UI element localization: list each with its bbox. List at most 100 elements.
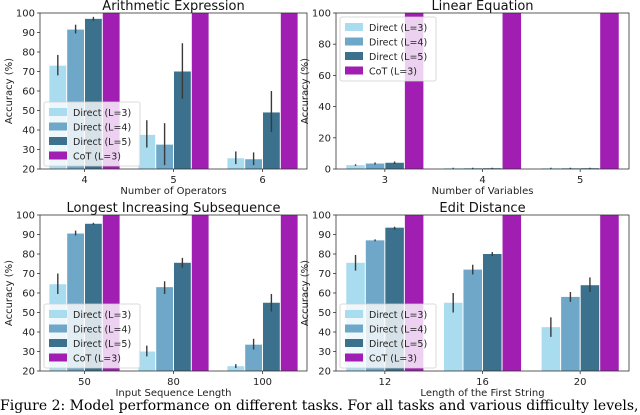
y-tick-label: 30: [318, 347, 331, 358]
legend-swatch: [49, 122, 67, 131]
legend-label: Direct (L=5): [369, 52, 427, 63]
plot-frame: [39, 12, 308, 170]
chart-title: Linear Equation: [431, 0, 533, 14]
bar-l4: [463, 269, 482, 371]
bar-l5: [174, 262, 191, 371]
y-tick-label: 60: [22, 289, 35, 300]
y-tick-label: 90: [22, 28, 35, 39]
bar-cot: [502, 215, 522, 371]
plot-frame: [335, 214, 630, 372]
legend-swatch: [49, 339, 67, 347]
legend-label: CoT (L=3): [369, 354, 417, 365]
chart-panel-4: Edit Distance 20 30 40 50 60 70 80 90 100 Accuracy…: [300, 201, 630, 399]
bar-cot: [280, 215, 298, 371]
x-tick-label: 5: [577, 175, 583, 186]
bar-l5: [385, 162, 404, 169]
legend: Direct (L=3) Direct (L=4) Direct (L=5) CoT …: [43, 303, 141, 369]
y-tick-label: 80: [318, 40, 331, 51]
bar-l3: [227, 366, 245, 371]
x-tick-label: 5: [170, 175, 176, 186]
legend-box: [43, 101, 141, 167]
y-tick-label: 60: [22, 87, 35, 98]
x-tick-label: 4: [479, 175, 485, 186]
legend-swatch: [345, 310, 363, 318]
legend-swatch: [345, 66, 363, 75]
legend: Direct (L=3) Direct (L=4) Direct (L=5) CoT …: [43, 101, 141, 167]
legend-swatch: [49, 324, 67, 333]
legend-swatch: [49, 151, 67, 160]
legend-label: Direct (L=4): [369, 38, 427, 49]
x-tick-label: 12: [378, 377, 391, 388]
y-tick-label: 40: [22, 126, 35, 137]
y-tick-label: 70: [22, 67, 35, 78]
y-tick-label: 20: [22, 367, 35, 378]
legend-label: Direct (L=5): [73, 339, 131, 350]
y-tick-label: 70: [22, 269, 35, 280]
legend-swatch: [345, 324, 363, 333]
bar-l3: [346, 165, 365, 169]
bar-l5: [174, 71, 191, 169]
legend-label: Direct (L=3): [73, 310, 131, 321]
legend-swatch: [49, 137, 67, 145]
legend-box: [339, 303, 437, 369]
legend-label: Direct (L=3): [73, 108, 131, 119]
y-tick-label: 50: [318, 308, 331, 319]
chart-title: Arithmetic Expression: [102, 0, 244, 14]
y-tick-label: 20: [318, 367, 331, 378]
figure-caption: Figure 2: Model performance on different…: [0, 398, 640, 414]
legend-label: Direct (L=4): [73, 123, 131, 134]
y-tick-label: 100: [16, 211, 35, 222]
legend-swatch: [49, 353, 67, 362]
bar-l4: [561, 296, 580, 371]
bar-l5: [263, 112, 280, 169]
y-tick-label: 60: [318, 289, 331, 300]
x-tick-label: 16: [476, 377, 489, 388]
y-tick-label: 20: [22, 165, 35, 176]
legend-label: CoT (L=3): [73, 152, 121, 163]
y-tick-label: 100: [312, 9, 331, 20]
chart-panel-2: Linear Equation 0 20 40 60 80 100 Accuracy (%) 3…: [300, 0, 630, 197]
y-tick-label: 100: [16, 9, 35, 20]
y-axis-label: Accuracy (%): [4, 260, 15, 326]
legend-label: CoT (L=3): [369, 67, 417, 78]
bar-l3: [138, 351, 156, 371]
x-tick-label: 4: [81, 175, 87, 186]
y-tick-label: 60: [318, 71, 331, 82]
x-axis-label: Length of the First String: [420, 388, 544, 399]
y-tick-label: 80: [22, 48, 35, 59]
x-tick-label: 80: [167, 377, 180, 388]
legend-swatch: [345, 23, 363, 31]
legend: Direct (L=3) Direct (L=4) Direct (L=5) CoT …: [339, 303, 437, 369]
bar-cot: [280, 13, 298, 169]
y-tick-label: 90: [318, 230, 331, 241]
chart-panel-1: Arithmetic Expression 20 30 40 50 60 70 80 90 100…: [4, 0, 308, 197]
legend-label: Direct (L=4): [73, 325, 131, 336]
bar-l3: [138, 134, 156, 169]
y-tick-label: 30: [22, 145, 35, 156]
bar-l5: [580, 285, 600, 371]
x-axis-label: Input Sequence Length: [115, 388, 231, 399]
y-tick-label: 30: [22, 347, 35, 358]
bar-l4: [156, 287, 173, 371]
legend-swatch: [345, 353, 363, 362]
y-tick-label: 50: [22, 106, 35, 117]
legend-swatch: [345, 339, 363, 347]
x-tick-label: 20: [574, 377, 587, 388]
legend: Direct (L=3) Direct (L=4) Direct (L=5) CoT …: [339, 16, 437, 82]
y-tick-label: 40: [22, 328, 35, 339]
bar-l3: [541, 327, 561, 371]
legend-box: [339, 16, 437, 82]
legend-label: Direct (L=3): [369, 310, 427, 321]
bar-cot: [600, 13, 619, 169]
plot-frame: [39, 214, 308, 372]
y-tick-label: 0: [325, 165, 331, 176]
y-tick-label: 40: [318, 102, 331, 113]
y-tick-label: 80: [22, 250, 35, 261]
bar-cot: [502, 13, 522, 169]
legend-label: CoT (L=3): [73, 354, 121, 365]
plot-frame: [335, 12, 630, 170]
y-tick-label: 20: [318, 133, 331, 144]
y-tick-label: 100: [312, 211, 331, 222]
legend-label: Direct (L=5): [369, 339, 427, 350]
